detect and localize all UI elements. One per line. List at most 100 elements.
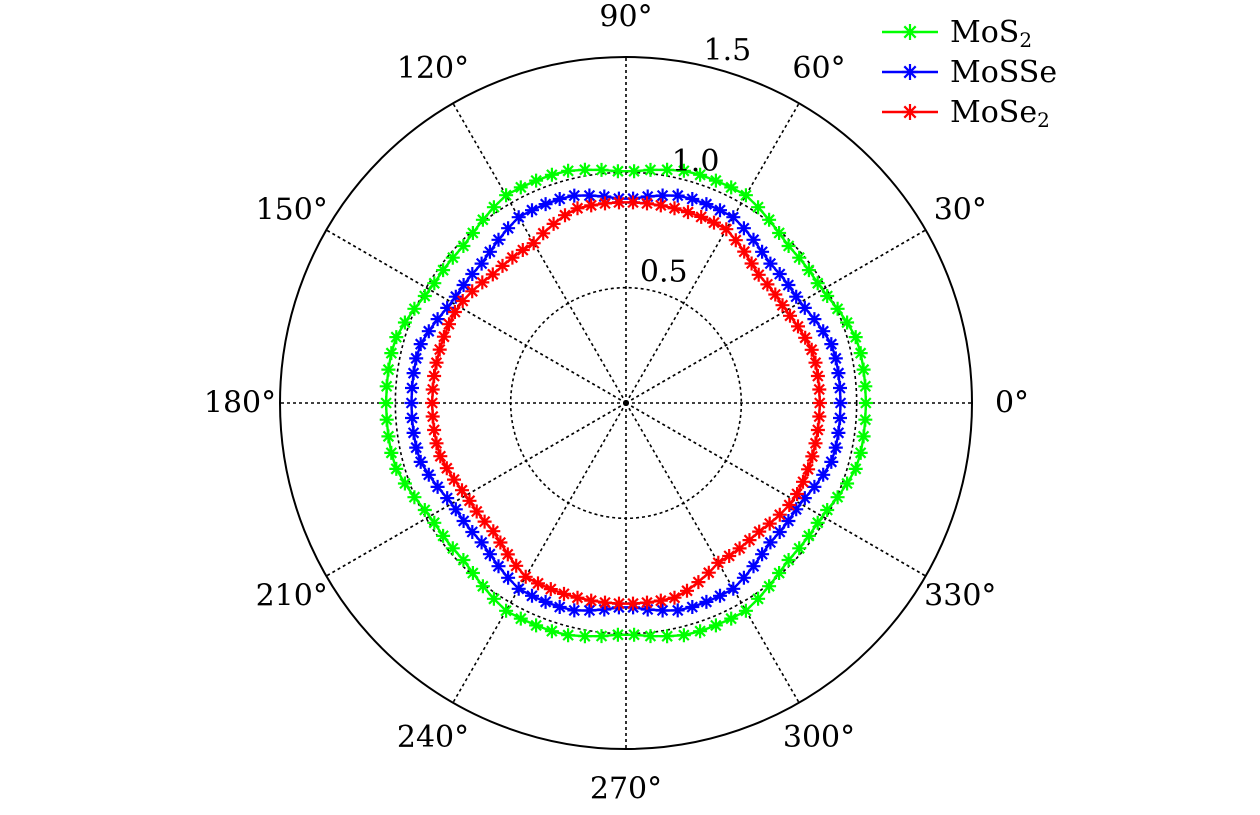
data-point-marker	[499, 188, 514, 203]
data-point-marker	[797, 491, 812, 506]
data-point-marker	[763, 535, 778, 550]
data-point-marker	[406, 425, 421, 440]
angle-tick-label: 210°	[256, 579, 328, 614]
data-point-marker	[465, 267, 480, 281]
data-point-marker	[856, 429, 871, 444]
data-point-marker	[474, 535, 489, 550]
data-point-marker	[824, 337, 839, 352]
data-point-marker	[511, 581, 526, 596]
data-point-marker	[708, 618, 723, 633]
data-point-marker	[525, 203, 539, 218]
data-point-marker	[427, 276, 442, 291]
data-point-marker	[610, 627, 625, 642]
data-point-marker	[833, 396, 848, 410]
data-point-marker	[430, 479, 445, 494]
data-point-marker	[567, 603, 582, 618]
data-point-marker	[783, 308, 797, 323]
radial-grid-circle	[279, 56, 973, 750]
data-point-marker	[513, 611, 528, 626]
data-point-marker	[561, 163, 576, 178]
data-point-marker	[691, 575, 706, 590]
data-point-marker	[796, 474, 810, 489]
center-dot	[623, 400, 629, 406]
data-point-marker	[425, 382, 440, 397]
data-point-marker	[406, 366, 421, 381]
data-point-marker	[627, 627, 642, 642]
data-point-marker	[693, 624, 708, 639]
data-point-marker	[407, 490, 422, 505]
angle-tick-label: 300°	[783, 720, 855, 755]
series-mos2	[379, 162, 873, 644]
data-point-marker	[694, 209, 709, 224]
data-point-marker	[427, 515, 442, 530]
data-point-marker	[397, 476, 412, 491]
data-point-marker	[465, 284, 480, 299]
data-point-marker	[781, 278, 796, 292]
data-point-marker	[858, 396, 873, 410]
data-point-marker	[413, 454, 428, 469]
data-point-marker	[486, 591, 501, 606]
data-point-marker	[546, 216, 561, 231]
data-point-marker	[858, 412, 873, 427]
data-point-marker	[529, 173, 544, 188]
data-point-marker	[552, 600, 567, 614]
data-point-marker	[456, 514, 471, 528]
data-point-marker	[405, 411, 419, 425]
data-point-marker	[792, 541, 807, 556]
data-point-marker	[442, 317, 456, 332]
data-point-marker	[511, 210, 526, 225]
data-point-marker	[500, 547, 515, 562]
data-point-marker	[384, 346, 399, 361]
data-point-marker	[584, 593, 599, 608]
data-point-marker	[389, 461, 404, 476]
series-layer	[379, 162, 873, 644]
data-point-marker	[525, 588, 539, 603]
data-point-marker	[808, 436, 823, 451]
data-point-marker	[772, 507, 787, 522]
data-point-marker	[790, 487, 805, 501]
data-point-marker	[448, 289, 463, 304]
data-point-marker	[760, 277, 775, 292]
data-point-marker	[812, 396, 827, 410]
data-point-marker	[781, 239, 796, 253]
data-point-marker	[789, 502, 804, 517]
data-point-marker	[381, 362, 396, 377]
data-point-marker	[643, 629, 658, 644]
data-point-marker	[801, 263, 816, 278]
data-point-marker	[417, 289, 432, 303]
legend-marker	[902, 24, 918, 40]
angle-tick-label: 0°	[995, 386, 1029, 421]
data-point-marker	[626, 596, 640, 611]
data-point-marker	[436, 528, 451, 543]
angle-tick-label: 60°	[792, 51, 845, 86]
data-point-marker	[830, 301, 845, 316]
data-point-marker	[570, 201, 585, 216]
data-point-marker	[768, 287, 783, 302]
data-point-marker	[775, 298, 790, 313]
data-point-marker	[409, 351, 424, 366]
data-point-marker	[791, 319, 805, 334]
data-point-marker	[853, 346, 868, 361]
data-point-marker	[544, 167, 559, 182]
data-point-marker	[515, 243, 530, 257]
data-point-marker	[724, 611, 739, 626]
data-point-marker	[475, 579, 490, 594]
legend-marker	[902, 104, 918, 120]
data-point-marker	[486, 200, 501, 215]
angular-grid-spoke	[325, 402, 627, 577]
angular-grid-spoke	[452, 402, 627, 704]
data-point-marker	[594, 162, 609, 177]
data-point-marker	[655, 603, 670, 618]
data-point-marker	[752, 524, 767, 539]
data-point-marker	[755, 244, 770, 259]
angle-tick-label: 30°	[934, 193, 987, 228]
data-point-marker	[491, 559, 506, 574]
data-point-marker	[482, 244, 497, 259]
data-point-marker	[853, 445, 868, 460]
data-point-marker	[421, 467, 436, 482]
data-point-marker	[848, 330, 863, 345]
data-point-marker	[447, 472, 461, 487]
data-point-marker	[807, 479, 822, 494]
